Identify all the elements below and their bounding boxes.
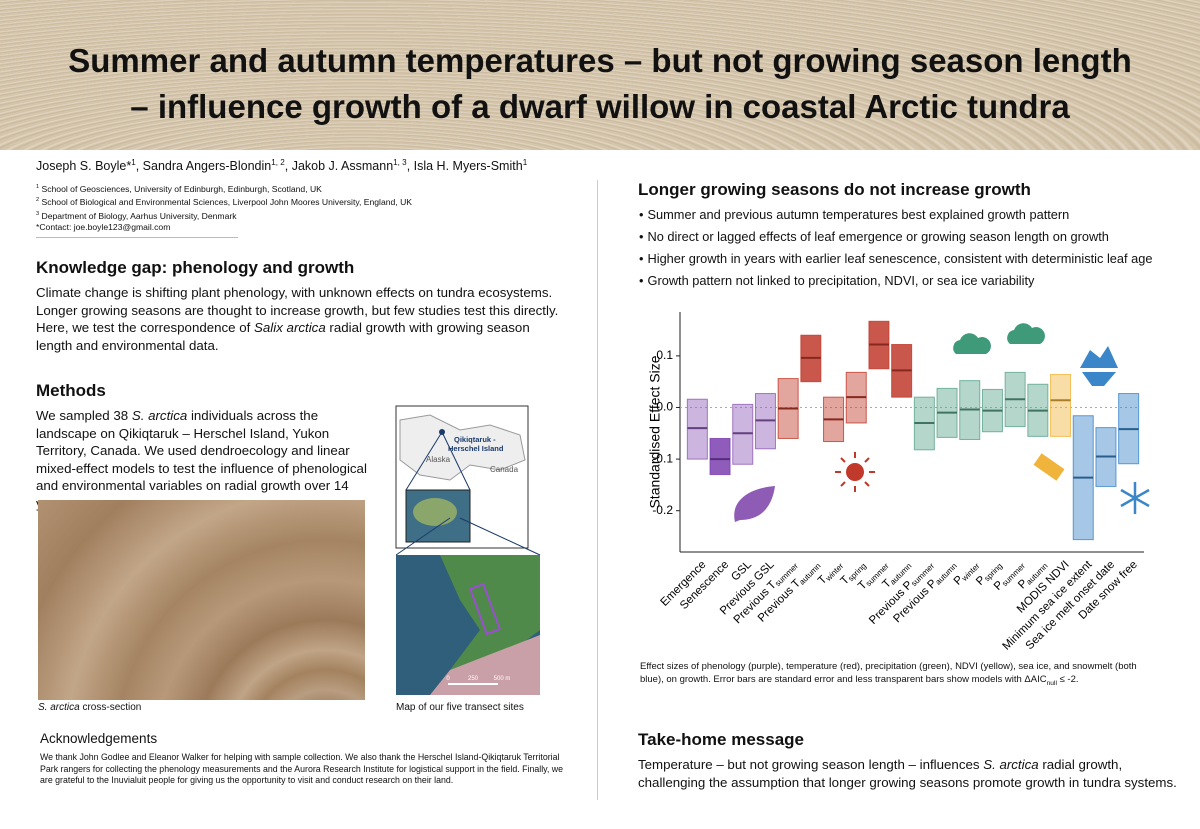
paragraph: We sampled 38 S. arctica individuals acr… [36, 407, 381, 512]
affiliation: 3 Department of Biology, Aarhus Universi… [36, 209, 412, 222]
bullet-list: Summer and previous autumn temperatures … [638, 204, 1153, 292]
affiliation: 1 School of Geosciences, University of E… [36, 182, 412, 195]
section-heading: Longer growing seasons do not increase g… [638, 180, 1031, 199]
text-run: 1 [131, 158, 136, 167]
header-banner [0, 0, 1200, 150]
leader [441, 431, 471, 491]
text-run: 1, 3 [393, 158, 407, 167]
text-run: S. arctica [38, 702, 80, 713]
map-label: Herschel Island [448, 444, 504, 453]
error-box [709, 437, 731, 476]
text-run: 1 [36, 184, 40, 190]
divider [597, 180, 598, 800]
bullet: No direct or lagged effects of leaf emer… [647, 226, 1153, 248]
title-line: – influence growth of a dwarf willow in … [130, 88, 1070, 125]
text-run: We sampled 38 [36, 408, 132, 423]
section-heading: Knowledge gap: phenology and growth [36, 258, 355, 277]
text-run: 1 [522, 158, 528, 167]
text-run: 1, 2 [271, 158, 285, 167]
leader [459, 517, 541, 556]
land [440, 555, 540, 690]
iceberg-icon [1080, 346, 1118, 368]
scale-label: 250 [468, 676, 479, 682]
land [430, 635, 540, 695]
text-run: Temperature – but not growing season len… [638, 757, 984, 772]
text-run: radial growth with growing season length… [36, 320, 530, 353]
bullet: Higher growth in years with earlier leaf… [647, 248, 1152, 270]
text-run: School of Geosciences, University of Edi… [39, 183, 322, 194]
text-run: Effect sizes of phenology (purple), temp… [640, 661, 1137, 685]
rule [36, 237, 238, 238]
caption: S. arctica cross-section [38, 702, 141, 713]
text-run: S. arctica [983, 757, 1039, 772]
text-run: individuals across the landscape on Qiki… [36, 408, 367, 511]
bullet: Summer and previous autumn temperatures … [647, 204, 1153, 226]
x-tick-label: Twinter [816, 558, 845, 587]
text-run: Joseph S. Boyle* [36, 159, 132, 174]
text-run: *Contact: joe.boyle123@gmail.com [36, 222, 171, 233]
text-run: ≤ -2. [1056, 674, 1079, 685]
text-run: 3 [36, 210, 40, 217]
section-heading: Take-home message [638, 730, 804, 749]
map-figure: Alaska Canada Qikiqtaruk - Herschel Isla… [395, 405, 541, 695]
y-tick-label: 0.1 [656, 348, 673, 362]
text-run: null [1046, 679, 1057, 687]
scale-label: 500 m [494, 676, 511, 682]
map-label: Alaska [426, 455, 451, 464]
bullet: Growth pattern not linked to precipitati… [647, 270, 1153, 292]
scale-label: 0 [446, 676, 450, 682]
leader [405, 431, 443, 491]
chart: Standardised Effect Size -0.2-0.10.00.1E… [647, 312, 1150, 653]
text-run: School of Biological and Environmental S… [39, 197, 413, 208]
icons [734, 323, 1150, 522]
error-box [1050, 373, 1072, 437]
text-run: , Sandra Angers-Blondin [135, 159, 272, 174]
x-tick-label-sub: autumn [797, 561, 822, 586]
y-tick-label: -0.1 [652, 451, 673, 465]
text-run: radial growth, challenging the assumptio… [638, 757, 1177, 790]
paragraph: We thank John Godlee and Eleanor Walker … [40, 752, 564, 785]
text-run: Salix arctica [254, 320, 326, 335]
text-run: , Isla H. Myers-Smith [406, 159, 523, 174]
paragraph: Climate change is shifting plant phenolo… [36, 284, 566, 354]
y-tick-label: -0.2 [652, 503, 673, 517]
affiliation: *Contact: joe.boyle123@gmail.com [36, 222, 412, 234]
island [413, 498, 457, 526]
text-run: S. arctica [131, 408, 188, 423]
text-run: , Jakob J. Assmann [284, 159, 394, 174]
snowflake-icon [1120, 482, 1150, 514]
paragraph: Temperature – but not growing season len… [638, 756, 1178, 791]
title: Summer and autumn temperatures – but not… [10, 38, 1190, 130]
map-label: Qikiqtaruk - [454, 435, 496, 444]
section-heading: Methods [36, 381, 106, 400]
section-heading: Acknowledgements [40, 731, 158, 746]
transect [468, 582, 502, 636]
leaf-icon [734, 486, 775, 522]
y-axis-title: Standardised Effect Size [647, 355, 663, 508]
caption: Map of our five transect sites [396, 702, 524, 713]
cross-section-image [38, 500, 365, 700]
authors: Joseph S. Boyle*1, Sandra Angers-Blondin… [36, 158, 527, 173]
iceberg-icon [1082, 372, 1116, 386]
error-box [732, 403, 754, 465]
text-run: 2 [36, 197, 40, 204]
text-run: Department of Biology, Aarhus University… [39, 210, 237, 221]
rain-cloud-icon [1007, 323, 1045, 344]
sun-rays [835, 452, 875, 492]
y-tick-label: 0.0 [656, 400, 673, 414]
text-run: cross-section [79, 702, 142, 713]
leader [395, 517, 451, 556]
map-label: Canada [490, 465, 519, 474]
sun-icon [846, 463, 864, 481]
chart-caption: Effect sizes of phenology (purple), temp… [640, 660, 1160, 690]
affiliations: 1 School of Geosciences, University of E… [36, 182, 412, 234]
title-line: Summer and autumn temperatures – but not… [68, 42, 1132, 79]
affiliation: 2 School of Biological and Environmental… [36, 195, 412, 208]
satellite-icon [1033, 453, 1065, 481]
text-run: Climate change is shifting plant phenolo… [36, 285, 559, 335]
error-box [686, 398, 708, 460]
snow-cloud-icon [953, 333, 991, 354]
